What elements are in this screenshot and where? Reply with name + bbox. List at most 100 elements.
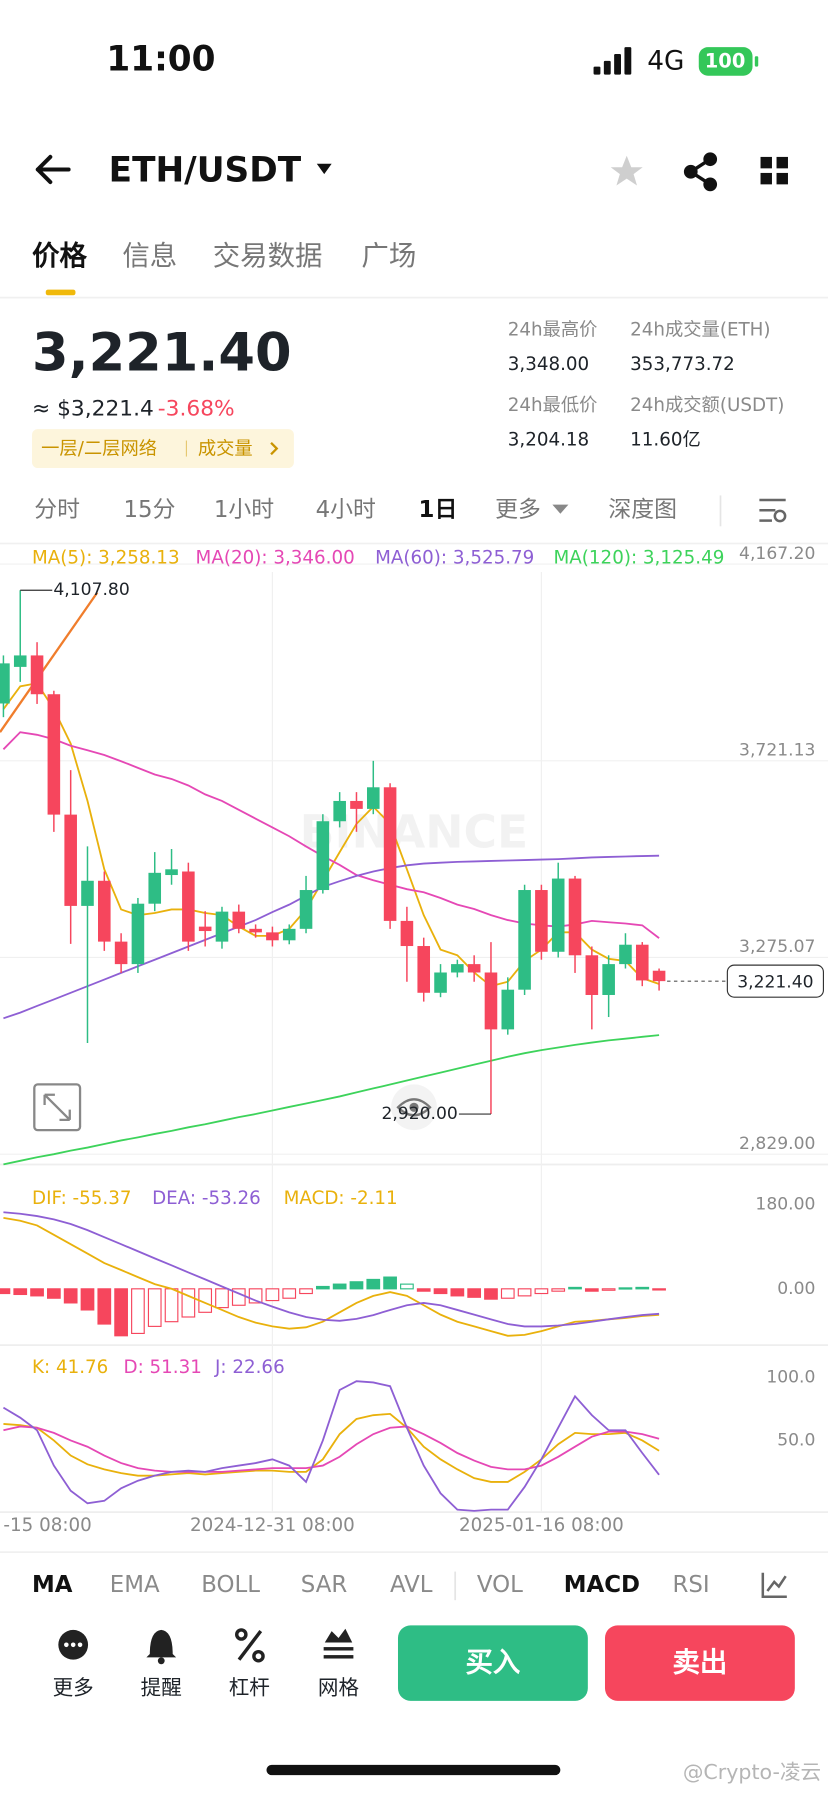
favorite-star[interactable]	[610, 155, 643, 186]
sell-button[interactable]	[604, 1625, 795, 1701]
pair-title[interactable]: ETH/USDT	[109, 150, 302, 190]
candle-body	[282, 928, 296, 941]
candle-body	[350, 800, 363, 809]
macd-bar	[349, 1281, 364, 1290]
percent-dot	[252, 1649, 265, 1663]
layout-cell	[776, 172, 788, 185]
stat-value: 3,348.00	[508, 354, 589, 375]
macd-bar	[366, 1278, 381, 1290]
percent-dot	[235, 1628, 248, 1641]
macd-bar	[534, 1288, 549, 1295]
x-tick-label: 2025-01-16 08:00	[459, 1515, 624, 1536]
stat-label: 24h最低价	[508, 395, 598, 416]
macd-bar	[47, 1288, 61, 1299]
timeframe[interactable]: 更多	[495, 497, 541, 523]
candle-body	[366, 787, 380, 809]
macd-bar	[147, 1288, 162, 1327]
indicator-settings[interactable]	[761, 1572, 787, 1599]
indicator-tab[interactable]: VOL	[477, 1572, 523, 1598]
timeframe[interactable]: 4小时	[316, 497, 376, 523]
indicator-tab[interactable]: AVL	[390, 1572, 433, 1598]
action-label[interactable]: 提醒	[141, 1675, 182, 1699]
sell-label[interactable]: 卖出	[672, 1648, 727, 1679]
visibility-button[interactable]	[391, 1084, 437, 1131]
candle-body	[383, 787, 397, 921]
timeframe[interactable]: 1小时	[214, 497, 274, 523]
candle-body	[602, 964, 615, 995]
y-tick-label: 3,275.07	[739, 937, 815, 957]
indicator-tab[interactable]: MACD	[564, 1572, 640, 1598]
stat-value: 3,204.18	[508, 430, 589, 451]
candle-body	[299, 890, 313, 929]
tag-chevron	[270, 442, 279, 456]
timeframe[interactable]: 15分	[124, 497, 176, 523]
battery-cap	[754, 56, 759, 67]
candle-body	[635, 944, 649, 981]
macd-bar	[433, 1288, 448, 1295]
chart-settings[interactable]	[759, 498, 787, 523]
trend-line	[0, 591, 99, 733]
candle-body	[535, 890, 548, 952]
candle-body	[518, 890, 531, 990]
tab[interactable]: 广场	[361, 241, 416, 272]
indicator-line	[3, 1425, 660, 1473]
layout-cell	[776, 156, 788, 169]
macd-bar	[164, 1288, 179, 1323]
settings-gear	[773, 509, 787, 523]
macd-bar	[635, 1286, 650, 1290]
indicator-tab[interactable]: EMA	[110, 1572, 160, 1598]
action-label[interactable]: 更多	[53, 1675, 94, 1699]
grid-icon[interactable]	[323, 1628, 354, 1659]
bell-clapper	[157, 1657, 165, 1665]
macd-bar	[484, 1288, 498, 1300]
y-tick-label: 50.0	[777, 1430, 815, 1450]
macd-bar	[181, 1288, 196, 1318]
buy-button[interactable]	[397, 1625, 588, 1701]
indicator-line	[3, 1211, 660, 1328]
tag[interactable]: 一层/二层网络	[41, 439, 157, 460]
pair-dropdown[interactable]	[316, 163, 332, 175]
usd-price: ≈ $3,221.4	[32, 397, 154, 422]
tab[interactable]: 交易数据	[213, 241, 323, 272]
legend-entry: D: 51.31	[124, 1357, 202, 1378]
indicator-line	[3, 854, 660, 1020]
tab[interactable]: 价格	[32, 241, 87, 272]
indicator-tab[interactable]: MA	[32, 1572, 73, 1598]
candle-body	[182, 871, 195, 942]
indicator-tab[interactable]: SAR	[301, 1572, 348, 1598]
macd-bar	[282, 1288, 297, 1299]
macd-bar	[568, 1286, 582, 1290]
more-dropdown[interactable]	[552, 504, 569, 514]
action-label[interactable]: 杠杆	[229, 1675, 270, 1699]
back-button[interactable]	[35, 154, 71, 185]
tag-pill[interactable]	[32, 429, 294, 468]
tag[interactable]: 成交量	[198, 439, 253, 460]
icon-dot	[64, 1642, 69, 1648]
candle-body	[114, 941, 128, 965]
candle-body	[484, 972, 498, 1030]
legend-entry: DIF: -55.37	[32, 1188, 131, 1209]
chart-icon	[761, 1572, 787, 1599]
timeframe[interactable]: 分时	[34, 497, 80, 523]
action-label[interactable]: 网格	[318, 1675, 360, 1699]
icon-dot	[70, 1642, 76, 1648]
expand-button[interactable]	[33, 1083, 82, 1132]
legend-entry: MA(120): 3,125.49	[554, 547, 725, 568]
timeframe[interactable]: 1日	[419, 497, 458, 523]
macd-bar	[215, 1288, 229, 1309]
buy-label[interactable]: 买入	[465, 1648, 520, 1679]
tab[interactable]: 信息	[122, 241, 177, 272]
indicator-tab[interactable]: BOLL	[201, 1572, 260, 1598]
share-button[interactable]	[683, 152, 718, 192]
expand-arrows	[43, 1093, 71, 1122]
timeframe[interactable]: 深度图	[608, 497, 677, 523]
indicator-tab[interactable]: RSI	[672, 1572, 709, 1598]
alert-icon[interactable]	[146, 1629, 177, 1665]
leverage-icon[interactable]	[235, 1628, 265, 1663]
more-icon[interactable]	[58, 1629, 89, 1660]
macd-bar	[551, 1288, 566, 1292]
macd-bar	[30, 1288, 44, 1297]
layout-button[interactable]	[760, 156, 788, 185]
